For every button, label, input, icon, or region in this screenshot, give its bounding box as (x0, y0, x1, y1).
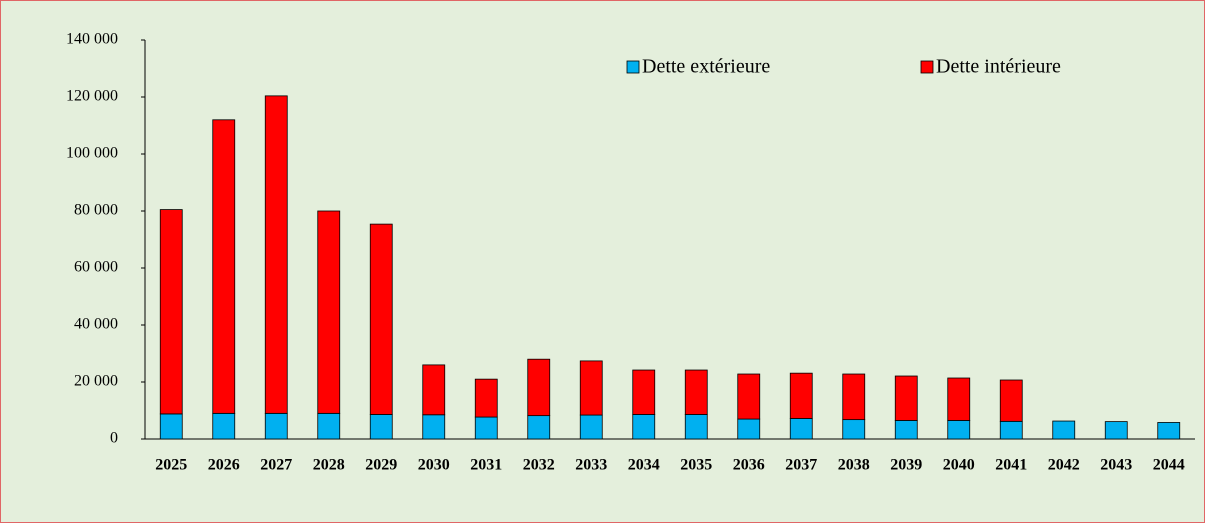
bar-segment (317, 412, 341, 440)
bar-segment (369, 223, 393, 415)
x-tick-label: 2037 (785, 457, 817, 474)
x-tick-label: 2038 (838, 457, 870, 474)
x-tick-label: 2041 (995, 457, 1027, 474)
bar-segment (527, 415, 551, 440)
bar-segment (159, 209, 183, 415)
bar-segment (947, 420, 971, 440)
x-tick-label: 2035 (680, 457, 712, 474)
bar-segment (579, 360, 603, 416)
x-tick-label: 2025 (155, 457, 187, 474)
y-tick-label: 40 000 (74, 316, 118, 333)
y-tick-label: 0 (110, 430, 118, 447)
bar-segment (894, 420, 918, 440)
x-tick-label: 2026 (208, 457, 240, 474)
y-tick-label: 100 000 (66, 145, 118, 162)
bar-segment (737, 418, 761, 440)
x-tick-label: 2044 (1153, 457, 1185, 474)
bar-segment (684, 369, 708, 415)
x-tick-label: 2034 (628, 457, 660, 474)
y-tick-label: 20 000 (74, 373, 118, 390)
bar-segment (1104, 421, 1128, 440)
bar-segment (317, 210, 341, 414)
bar-segment (422, 364, 446, 416)
legend-swatch (626, 60, 640, 74)
bar-segment (789, 372, 813, 419)
bar-segment (264, 412, 288, 440)
bar-segment (632, 414, 656, 440)
x-tick-label: 2031 (470, 457, 502, 474)
x-tick-label: 2036 (733, 457, 765, 474)
bar-segment (632, 369, 656, 415)
legend-label: Dette intérieure (936, 56, 1061, 78)
bar-segment (947, 377, 971, 421)
x-tick-label: 2032 (523, 457, 555, 474)
bar-segment (789, 418, 813, 440)
bar-segment (159, 413, 183, 440)
bar-segment (527, 358, 551, 417)
x-tick-label: 2027 (260, 457, 292, 474)
bar-segment (999, 420, 1023, 440)
bar-segment (212, 119, 236, 414)
bar-segment (842, 373, 866, 421)
x-tick-label: 2033 (575, 457, 607, 474)
y-tick-label: 120 000 (66, 88, 118, 105)
y-tick-label: 60 000 (74, 259, 118, 276)
bar-segment (1052, 420, 1076, 440)
bar-segment (1157, 422, 1181, 440)
bar-segment (999, 379, 1023, 422)
bar-segment (684, 414, 708, 440)
legend-label: Dette extérieure (642, 56, 770, 78)
x-tick-label: 2029 (365, 457, 397, 474)
x-tick-label: 2042 (1048, 457, 1080, 474)
bar-segment (474, 416, 498, 440)
bar-segment (474, 378, 498, 418)
x-tick-label: 2043 (1100, 457, 1132, 474)
bar-segment (264, 95, 288, 414)
bar-segment (894, 375, 918, 421)
legend-swatch (920, 60, 934, 74)
bar-segment (737, 373, 761, 420)
bar-segment (369, 414, 393, 440)
y-tick-label: 80 000 (74, 202, 118, 219)
y-tick-label: 140 000 (66, 31, 118, 48)
bar-segment (842, 419, 866, 440)
x-tick-label: 2028 (313, 457, 345, 474)
bar-segment (212, 412, 236, 440)
bar-segment (579, 414, 603, 440)
x-tick-label: 2039 (890, 457, 922, 474)
bar-segment (422, 414, 446, 440)
x-tick-label: 2030 (418, 457, 450, 474)
x-tick-label: 2040 (943, 457, 975, 474)
